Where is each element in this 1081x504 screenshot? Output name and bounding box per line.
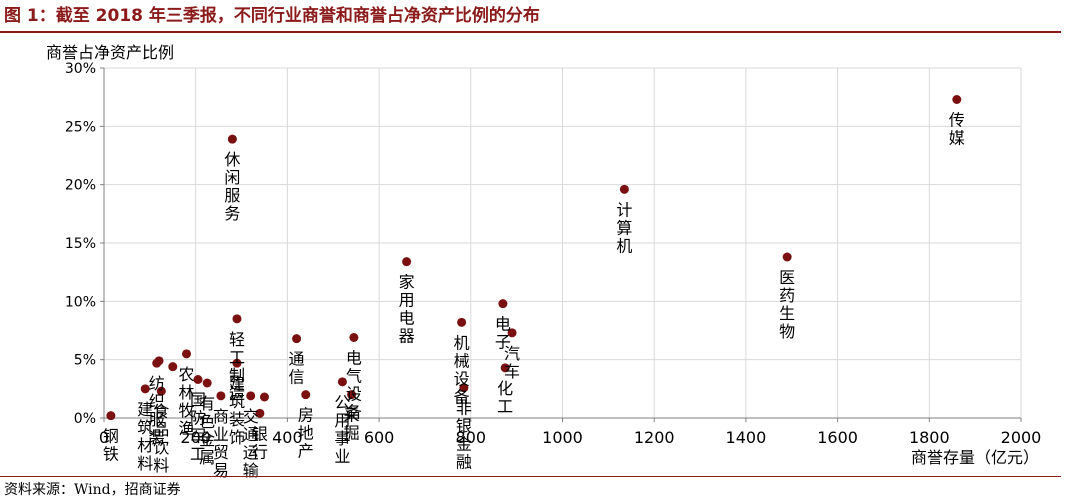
data-point: [459, 383, 469, 393]
title-rule: [0, 31, 1061, 33]
point-label: 交通运输: [243, 407, 259, 480]
x-tick-label: 400: [272, 428, 303, 447]
data-point: [168, 362, 178, 372]
point-label: 传媒: [949, 111, 965, 148]
point-label: 通信: [289, 350, 305, 387]
data-point: [292, 334, 302, 344]
data-point: [216, 391, 226, 401]
data-point: [498, 299, 508, 309]
data-point: [156, 386, 166, 396]
x-tick-label: 1400: [726, 428, 767, 447]
data-point: [952, 95, 962, 104]
y-tick-label: 0%: [74, 411, 96, 427]
point-label: 农林牧渔: [179, 365, 195, 438]
x-tick-label: 1800: [909, 428, 950, 447]
point-label: 商业贸易: [213, 407, 229, 480]
data-point: [182, 349, 192, 359]
source-note: 资料来源：Wind，招商证券: [4, 482, 181, 498]
x-tick-label: 1200: [634, 428, 675, 447]
data-point: [259, 392, 269, 402]
data-point: [154, 356, 164, 366]
data-point: [402, 257, 412, 267]
y-tick-label: 5%: [74, 353, 96, 369]
point-label: 机械设备: [454, 333, 470, 406]
y-axis-title: 商誉占净资产比例: [46, 43, 174, 62]
data-point: [255, 408, 265, 418]
data-point: [349, 333, 359, 342]
point-label: 建筑装饰: [229, 374, 245, 447]
data-point: [106, 411, 116, 421]
point-label: 非银金融: [456, 399, 472, 472]
source-rule: [0, 476, 1061, 477]
data-point: [619, 184, 629, 194]
point-label: 电子: [495, 315, 511, 352]
data-point: [337, 377, 347, 387]
point-label: 轻工制造: [229, 330, 245, 403]
y-tick-label: 20%: [65, 178, 96, 194]
point-label: 国防军工: [190, 391, 206, 464]
data-point: [140, 384, 150, 394]
data-point: [500, 363, 510, 373]
y-tick-label: 30%: [65, 61, 96, 77]
point-label: 休闲服务: [224, 150, 240, 223]
point-label: 银行: [252, 424, 268, 461]
data-point: [347, 390, 357, 400]
data-point: [232, 314, 242, 324]
point-label: 化工: [497, 379, 513, 416]
point-label: 电气设备: [346, 349, 362, 422]
x-axis-title: 商誉存量（亿元）: [911, 448, 1039, 467]
data-point: [246, 391, 256, 401]
data-point: [507, 328, 517, 338]
point-label: 医药生物: [779, 268, 795, 341]
data-point: [202, 378, 212, 388]
axis-layer: 0 200 400 600 800 1000 1200 1400 1600 1800 2000 0% 5…: [65, 61, 1041, 447]
point-label: 食品饮料: [153, 402, 169, 475]
x-tick-label: 2000: [1001, 428, 1042, 447]
point-label: 采掘: [344, 406, 360, 443]
data-point: [301, 390, 311, 400]
data-point: [232, 358, 242, 368]
point-label: 房地产: [298, 406, 314, 461]
x-tick-label: 1600: [817, 428, 858, 447]
point-label: 钢铁: [103, 427, 119, 464]
point-label: 计算机: [616, 200, 632, 255]
y-tick-label: 25%: [65, 119, 96, 135]
data-point: [227, 134, 237, 144]
point-label: 有色金属: [199, 394, 215, 467]
point-label: 公用事业: [334, 393, 350, 466]
x-tick-label: 0: [99, 428, 109, 447]
y-tick-label: 15%: [65, 236, 96, 252]
x-tick-label: 800: [456, 428, 487, 447]
point-label: 汽车: [504, 344, 520, 381]
data-point: [457, 317, 467, 327]
y-tick-label: 10%: [65, 294, 96, 310]
marks-layer: [106, 95, 962, 421]
data-point: [193, 375, 203, 384]
point-label: 纺织服装: [149, 374, 165, 447]
x-tick-label: 1000: [542, 428, 583, 447]
data-point: [782, 252, 792, 262]
point-label: 家用电器: [399, 273, 415, 346]
x-tick-label: 200: [180, 428, 211, 447]
point-label: 建筑材料: [137, 400, 153, 473]
grid-layer: [104, 67, 1022, 418]
x-tick-label: 600: [364, 428, 395, 447]
figure-title: 图 1：截至 2018 年三季报，不同行业商誉和商誉占净资产比例的分布: [4, 6, 540, 26]
